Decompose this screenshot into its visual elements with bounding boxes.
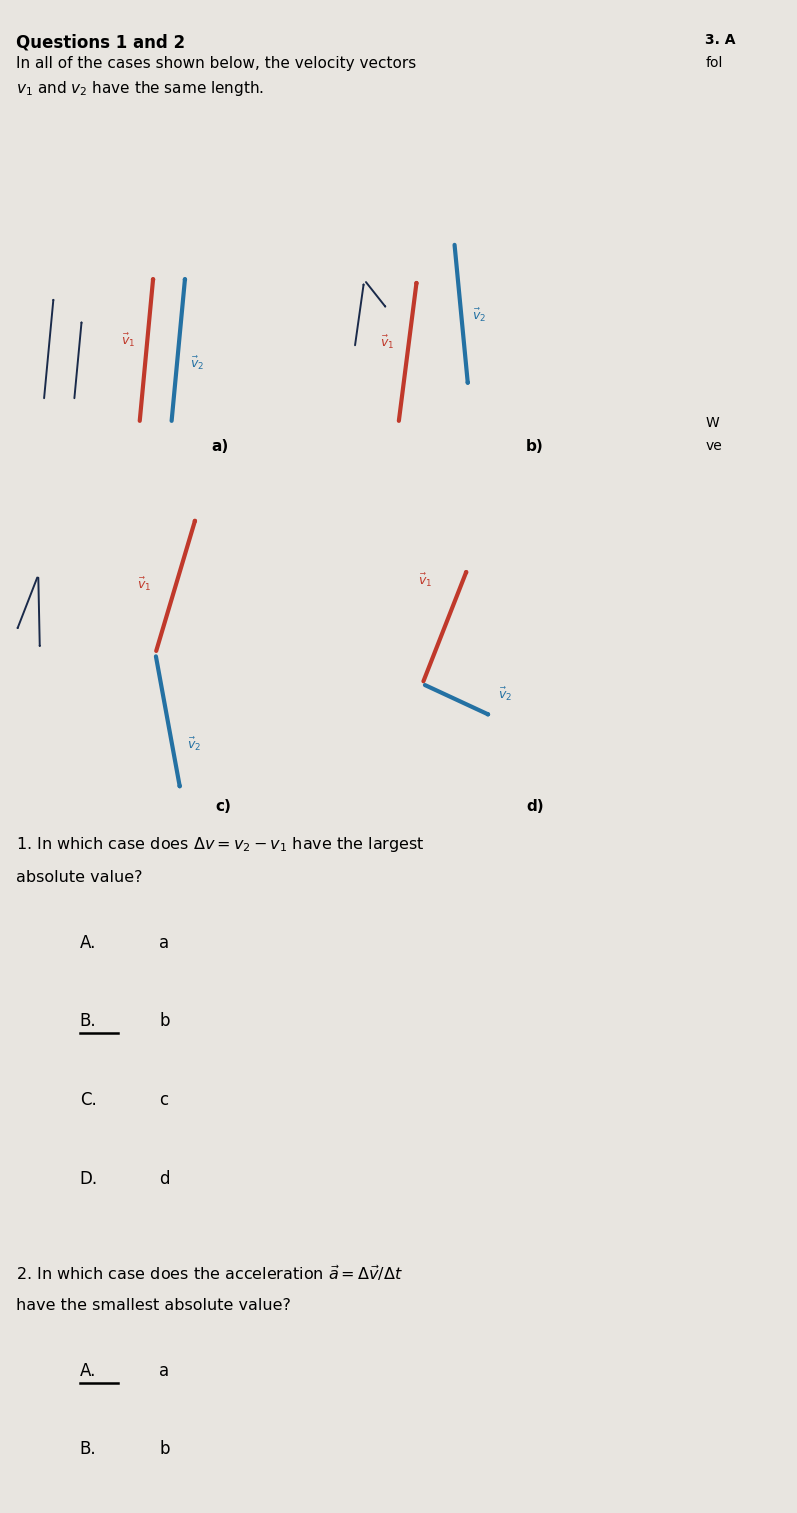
Text: a: a	[159, 934, 170, 952]
Text: fol: fol	[705, 56, 723, 70]
Text: $\vec{v}_1$: $\vec{v}_1$	[418, 572, 432, 590]
Text: c): c)	[215, 799, 231, 814]
Text: b: b	[159, 1012, 170, 1030]
Text: d): d)	[526, 799, 544, 814]
Text: A.: A.	[80, 934, 96, 952]
Text: $\vec{v}_1$: $\vec{v}_1$	[121, 331, 135, 350]
Text: In all of the cases shown below, the velocity vectors: In all of the cases shown below, the vel…	[16, 56, 416, 71]
Text: $\vec{v}_2$: $\vec{v}_2$	[190, 354, 204, 372]
Text: C.: C.	[80, 1091, 96, 1109]
Text: ve: ve	[705, 439, 722, 452]
Text: d: d	[159, 1170, 170, 1188]
Text: B.: B.	[80, 1440, 96, 1459]
Text: $\vec{v}_2$: $\vec{v}_2$	[473, 307, 486, 324]
Text: b: b	[159, 1440, 170, 1459]
Text: W: W	[705, 416, 719, 430]
Text: 1. In which case does $\Delta v = v_2 - v_1$ have the largest: 1. In which case does $\Delta v = v_2 - …	[16, 835, 425, 855]
Text: B.: B.	[80, 1012, 96, 1030]
Text: $v_1$ and $v_2$ have the same length.: $v_1$ and $v_2$ have the same length.	[16, 79, 264, 98]
Text: a): a)	[211, 439, 229, 454]
Text: have the smallest absolute value?: have the smallest absolute value?	[16, 1298, 291, 1313]
Text: Questions 1 and 2: Questions 1 and 2	[16, 33, 185, 51]
Text: $\vec{v}_1$: $\vec{v}_1$	[380, 334, 395, 351]
Text: $\vec{v}_2$: $\vec{v}_2$	[187, 735, 202, 753]
Text: c: c	[159, 1091, 168, 1109]
Text: b): b)	[526, 439, 544, 454]
Text: absolute value?: absolute value?	[16, 870, 143, 885]
Text: D.: D.	[80, 1170, 98, 1188]
Text: A.: A.	[80, 1362, 96, 1380]
Text: 2. In which case does the acceleration $\vec{a} = \Delta\vec{v}/\Delta t$: 2. In which case does the acceleration $…	[16, 1263, 403, 1283]
Text: $\vec{v}_1$: $\vec{v}_1$	[137, 575, 151, 593]
Text: a: a	[159, 1362, 170, 1380]
Text: $\vec{v}_2$: $\vec{v}_2$	[498, 685, 512, 702]
Text: 3. A: 3. A	[705, 33, 736, 47]
